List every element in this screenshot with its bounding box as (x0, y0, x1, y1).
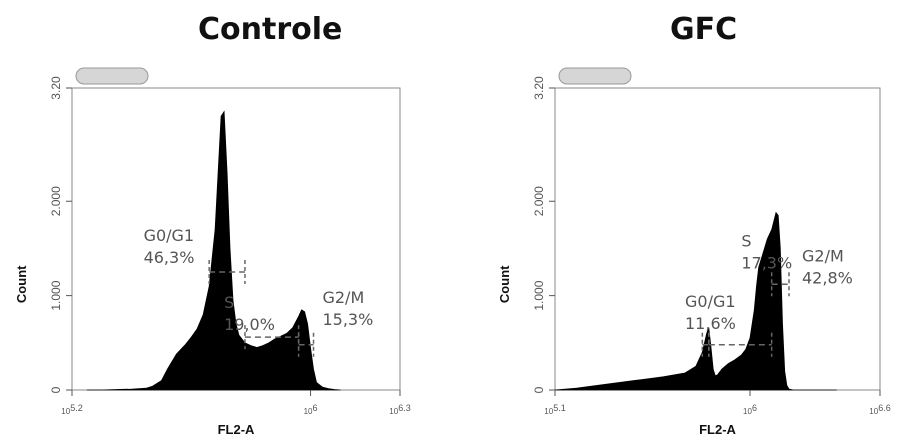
gate-label-value: 46,3% (144, 248, 195, 267)
gate-label-value: 19,0% (224, 315, 275, 334)
gate-label-name: G0/G1 (685, 292, 736, 311)
gate-label-name: G0/G1 (144, 226, 195, 245)
y-tick-label: 0 (532, 386, 546, 393)
x-tick-label: 106 (304, 403, 318, 416)
histogram-panel-controle: 0 1.000 2.000 3.20 105.2 106 106.3 FL2-A Count G0… (0, 60, 440, 441)
y-tick-label: 2.000 (532, 186, 546, 216)
x-axis-label: FL2-A (218, 422, 255, 437)
y-axis-label: Count (497, 265, 512, 303)
gate-label-value: 11,6% (685, 314, 736, 333)
y-axis-label: Count (14, 265, 29, 303)
x-tick-label: 106.3 (389, 403, 410, 416)
gate-pill-decoration (75, 67, 149, 85)
chart-title-controle: Controle (198, 12, 343, 47)
y-tick-label: 0 (49, 386, 63, 393)
x-tick-label: 105.2 (61, 403, 82, 416)
y-tick-label: 3.20 (49, 76, 63, 100)
x-axis-label: FL2-A (699, 422, 736, 437)
x-tick-label: 105.1 (544, 403, 565, 416)
gate-label-value: 17,3% (741, 254, 792, 273)
x-tick-label: 106 (743, 403, 757, 416)
x-tick-label: 106.6 (869, 403, 890, 416)
gate-label-name: S (224, 293, 234, 312)
y-tick-label: 1.000 (49, 280, 63, 310)
chart-title-gfc: GFC (670, 12, 738, 47)
gate-label-name: S (741, 232, 751, 251)
plot-frame (554, 87, 881, 391)
gate-label-value: 42,8% (802, 269, 853, 288)
gate-label-name: G2/M (802, 247, 844, 266)
histogram-controle: 0 1.000 2.000 3.20 105.2 106 106.3 FL2-A Count G0… (14, 67, 411, 437)
histogram-gfc: 0 1.000 2.000 3.20 105.1 106 106.6 FL2-A Count G0… (497, 67, 891, 437)
y-tick-label: 3.20 (532, 76, 546, 100)
gate-label-value: 15,3% (322, 310, 373, 329)
histogram-area (554, 211, 837, 391)
histogram-area (86, 110, 341, 391)
gate-label-name: G2/M (322, 288, 364, 307)
histogram-panel-gfc: 0 1.000 2.000 3.20 105.1 106 106.6 FL2-A Count G0… (461, 60, 901, 441)
gate-pill-decoration (558, 67, 632, 85)
y-tick-label: 2.000 (49, 186, 63, 216)
y-tick-label: 1.000 (532, 280, 546, 310)
